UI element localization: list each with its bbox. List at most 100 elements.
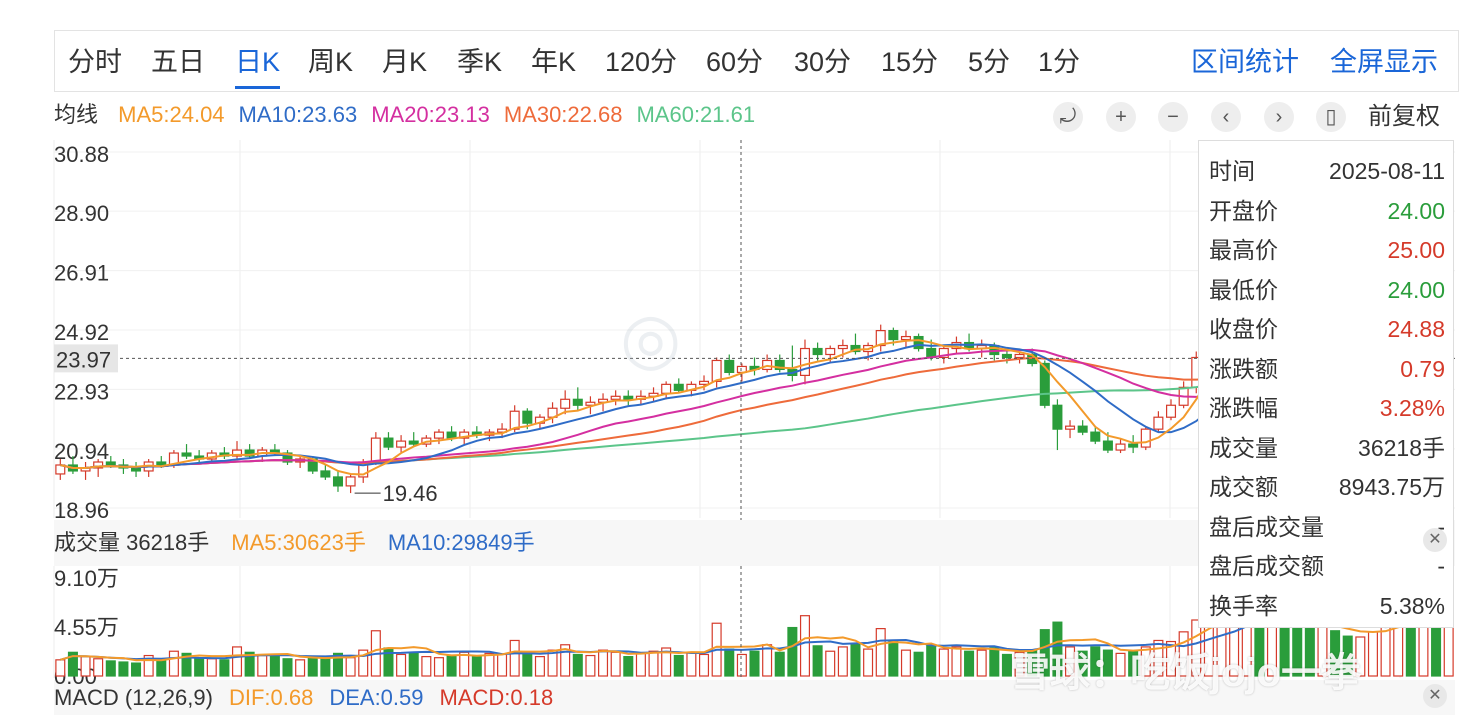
tooltip-value: 8943.75万 <box>1338 474 1445 500</box>
volume-bar <box>244 651 255 677</box>
volume-bar <box>1052 621 1063 677</box>
tooltip-label: 盘后成交额 <box>1209 553 1324 579</box>
tab-6[interactable]: 年K <box>531 47 577 77</box>
volume-bar <box>964 650 975 677</box>
tooltip-value: 5.38% <box>1379 592 1445 619</box>
volume-bar <box>787 626 798 677</box>
volume-bar <box>156 659 167 677</box>
volume-bar <box>295 659 306 677</box>
chevron-left-icon[interactable]: ‹ <box>1211 102 1241 132</box>
candle-body <box>1052 404 1063 430</box>
price-tick-label: 30.88 <box>54 142 109 167</box>
candle-body <box>1115 443 1126 451</box>
price-tick-label: 22.93 <box>54 379 109 404</box>
tab-9[interactable]: 30分 <box>794 47 852 77</box>
volume-bar <box>1165 640 1177 677</box>
volume-bar <box>497 653 508 677</box>
candle-body <box>572 398 583 406</box>
tooltip-row: 时间 2025-08-11 <box>1209 153 1445 189</box>
price-tick-label: 20.94 <box>54 439 109 464</box>
candle-body <box>446 431 457 439</box>
volume-bar <box>623 656 634 677</box>
candle-body <box>724 359 735 374</box>
chevron-right-icon[interactable]: › <box>1264 102 1294 132</box>
price-tick-label: 24.92 <box>54 320 109 345</box>
tab-7[interactable]: 120分 <box>605 47 678 77</box>
candle-body <box>774 359 785 371</box>
zoom-in-icon[interactable]: + <box>1106 102 1136 132</box>
volume-bar <box>610 651 621 677</box>
volume-bar <box>774 651 785 677</box>
volume-bar <box>194 657 205 677</box>
volume-bar <box>572 653 583 677</box>
candle-body <box>1153 416 1164 430</box>
tooltip-label: 涨跌幅 <box>1209 395 1278 421</box>
candle-body <box>105 461 116 466</box>
tab-3[interactable]: 周K <box>308 47 354 77</box>
range-stats-button[interactable]: 区间统计 <box>1191 47 1299 77</box>
volume-bar <box>1115 652 1126 677</box>
volume-bar <box>686 651 697 677</box>
volume-bar <box>396 653 407 677</box>
tab-11[interactable]: 5分 <box>968 47 1011 77</box>
tab-10[interactable]: 15分 <box>881 47 939 77</box>
macd-item-2: DEA:0.59 <box>329 685 424 710</box>
tab-1[interactable]: 五日 <box>151 47 205 77</box>
tooltip-row: 盘后成交量 - <box>1209 509 1445 545</box>
tab-0[interactable]: 分时 <box>68 47 122 77</box>
tab-2[interactable]: 日K <box>235 31 281 93</box>
volume-bar <box>724 648 735 677</box>
volume-bar <box>1001 653 1012 677</box>
candle-body <box>837 344 848 350</box>
candle-body <box>181 452 192 457</box>
volume-item-0: 成交量 36218手 <box>54 530 210 555</box>
volume-bar <box>888 640 899 677</box>
tab-4[interactable]: 月K <box>382 47 428 77</box>
candle-body <box>282 452 293 463</box>
volume-bar <box>67 651 78 677</box>
volume-bar <box>320 658 331 677</box>
volume-bar <box>812 645 823 677</box>
tab-8[interactable]: 60分 <box>706 47 764 77</box>
volume-bar <box>1090 646 1101 677</box>
volume-bar <box>698 653 710 677</box>
volume-bar <box>1065 646 1076 677</box>
candle-body <box>1014 353 1025 359</box>
candle-body <box>459 431 470 439</box>
volume-bar <box>206 658 217 677</box>
volume-bar <box>105 660 116 677</box>
tooltip-value: - <box>1437 513 1445 540</box>
volume-bar <box>332 652 344 677</box>
ma-item-0: MA5:24.04 <box>118 102 225 127</box>
fullscreen-button[interactable]: 全屏显示 <box>1330 47 1438 77</box>
volume-bar <box>799 615 811 677</box>
volume-item-1: MA5:30623手 <box>231 530 366 555</box>
close-icon[interactable]: ✕ <box>1423 528 1447 552</box>
reset-icon[interactable]: ⤾ <box>1053 102 1083 132</box>
tooltip-value: - <box>1437 553 1445 579</box>
volume-bar <box>80 656 91 677</box>
tooltip-row: 最高价 25.00 <box>1209 232 1445 268</box>
macd-header-band <box>54 680 1455 715</box>
volume-bar <box>1431 620 1442 677</box>
volume-bar <box>1077 650 1088 677</box>
volume-bar <box>471 656 482 677</box>
candle-body <box>799 347 811 376</box>
close-icon[interactable]: ✕ <box>1423 684 1447 708</box>
logo-watermark: ◎ <box>620 299 681 377</box>
volume-bar <box>231 646 243 677</box>
zoom-out-icon[interactable]: − <box>1158 102 1188 132</box>
candle-body <box>433 431 444 439</box>
volume-bar <box>257 654 268 677</box>
candle-type-icon[interactable]: ▯ <box>1316 102 1346 132</box>
volume-bar <box>598 649 609 677</box>
volume-bar <box>938 648 949 677</box>
volume-bar <box>951 646 962 677</box>
volume-bar <box>307 656 318 677</box>
adjust-dropdown[interactable]: 前复权 <box>1368 103 1440 130</box>
tab-12[interactable]: 1分 <box>1038 47 1081 77</box>
tooltip-row: 成交额 8943.75万 <box>1209 469 1445 505</box>
tooltip-row: 涨跌额 0.79 <box>1209 351 1445 387</box>
volume-bar <box>900 649 911 677</box>
tab-5[interactable]: 季K <box>457 47 503 77</box>
